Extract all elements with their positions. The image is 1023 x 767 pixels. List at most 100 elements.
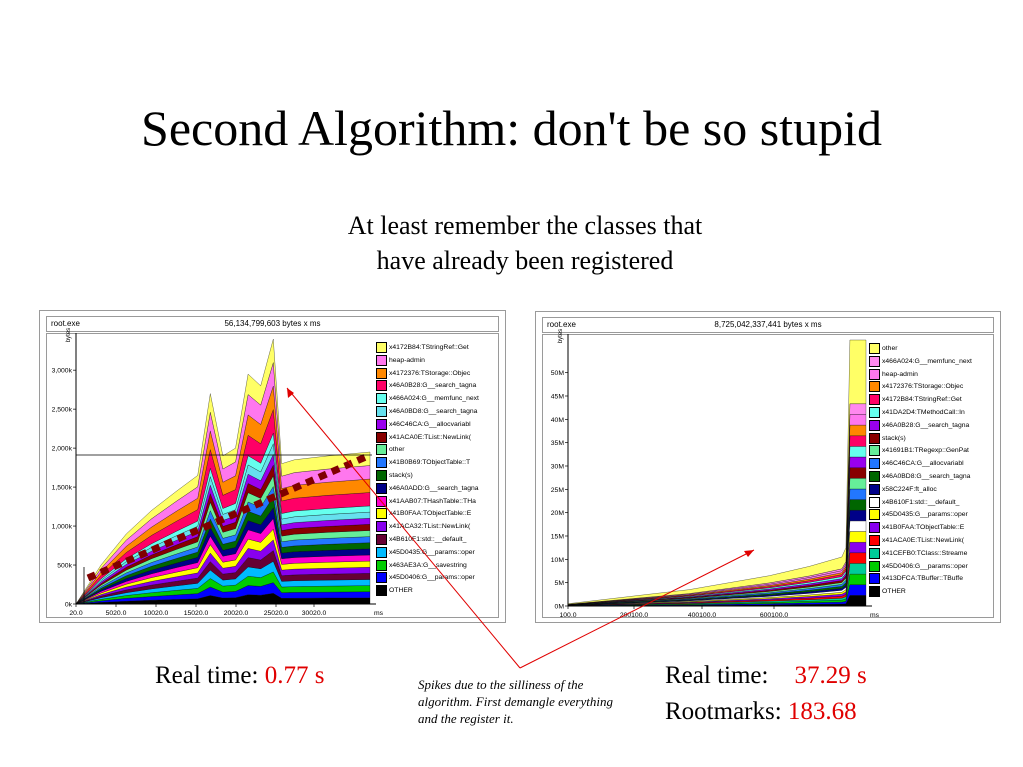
legend-swatch bbox=[376, 508, 387, 520]
legend-label: x46A0B28:G__search_tagna bbox=[882, 421, 970, 429]
legend-swatch bbox=[376, 470, 387, 481]
legend-label: x45D0435:G__params::oper bbox=[389, 548, 475, 556]
y-tick-label: 50M bbox=[551, 370, 565, 377]
legend-label: x58C224F:ft_alloc bbox=[882, 485, 937, 493]
legend-label: x46A0BD8:G__search_tagna bbox=[389, 408, 478, 415]
slide-subtitle: At least remember the classes that have … bbox=[280, 208, 770, 278]
legend-swatch bbox=[869, 560, 880, 572]
legend-swatch bbox=[869, 458, 880, 470]
legend-label: x41B0B69:TObjectTable::T bbox=[389, 459, 471, 467]
legend-swatch bbox=[869, 535, 880, 546]
legend-label: x41CEFB0:TClass::Streame bbox=[882, 549, 968, 557]
legend-swatch bbox=[869, 573, 880, 585]
x-tick-label: 25020.0 bbox=[264, 610, 289, 617]
subtitle-line-2: have already been registered bbox=[376, 246, 674, 275]
y-tick-label: 15M bbox=[551, 534, 565, 541]
left-real-time-label: Real time: bbox=[155, 662, 265, 689]
area-layer-1 bbox=[567, 403, 867, 605]
legend-swatch bbox=[376, 559, 387, 571]
right-real-time-value: 37.29 s bbox=[794, 662, 867, 689]
legend-label: x41ACA32:TList::NewLink( bbox=[389, 523, 471, 531]
area-layer-7 bbox=[567, 467, 867, 606]
legend-label: x4B610F1:std::__default_ bbox=[389, 536, 467, 543]
legend-swatch bbox=[869, 483, 880, 495]
y-unit-label: bytes bbox=[558, 329, 564, 343]
right-chart-legend: other x466A024:G__memfunc_next heap-admin x… bbox=[869, 343, 997, 603]
legend-swatch bbox=[376, 406, 387, 417]
legend-label: x45D0406:G__params::oper bbox=[389, 574, 475, 582]
subtitle-line-1: At least remember the classes that bbox=[347, 211, 703, 240]
legend-label: x4172B84:TStringRef::Get bbox=[882, 396, 962, 404]
legend-label: OTHER bbox=[389, 587, 413, 595]
y-tick-label: 35M bbox=[551, 440, 565, 447]
x-unit-label: ms bbox=[870, 612, 880, 619]
right-real-time-label: Real time: bbox=[665, 662, 769, 689]
legend-label: x4172376:TStorage::Objec bbox=[389, 369, 471, 377]
y-tick-label: 2,500k bbox=[52, 407, 73, 414]
y-tick-label: 3,000k bbox=[52, 368, 73, 375]
legend-label: x466A024:G__memfunc_next bbox=[882, 357, 972, 365]
y-unit-label: bytes bbox=[66, 328, 72, 342]
y-tick-label: 10M bbox=[551, 557, 565, 564]
legend-label: x46A0ADD:G__search_tagna bbox=[389, 484, 479, 492]
y-tick-label: 0k bbox=[65, 602, 73, 609]
right-bytes-total: 8,725,042,337,441 bytes x ms bbox=[714, 320, 822, 329]
right-process-name: root.exe bbox=[547, 320, 576, 329]
x-tick-label: 10020.0 bbox=[144, 610, 169, 617]
legend-swatch bbox=[376, 546, 387, 558]
area-layer-5 bbox=[567, 446, 867, 605]
legend-swatch bbox=[869, 368, 880, 380]
area-layer-6 bbox=[567, 456, 867, 605]
legend-label: x41B0FAA:TObjectTable::E bbox=[882, 524, 965, 532]
y-tick-label: 40M bbox=[551, 417, 565, 424]
x-tick-label: 200100.0 bbox=[620, 612, 649, 619]
legend-swatch bbox=[376, 457, 387, 469]
area-layer-4 bbox=[567, 435, 867, 605]
legend-swatch bbox=[376, 380, 387, 392]
y-tick-label: 1,000k bbox=[52, 524, 73, 531]
x-tick-label: 5020.0 bbox=[106, 610, 127, 617]
right-real-time: Real time: 37.29 s bbox=[665, 660, 867, 692]
legend-label: x466A024:G__memfunc_next bbox=[389, 395, 479, 403]
legend-label: x45D0435:G__params::oper bbox=[882, 511, 968, 519]
y-tick-label: 5M bbox=[555, 580, 565, 587]
legend-label: other bbox=[389, 446, 405, 454]
legend-swatch bbox=[869, 343, 880, 354]
legend-label: stack(s) bbox=[882, 434, 906, 442]
x-tick-label: 400100.0 bbox=[688, 612, 717, 619]
legend-swatch bbox=[376, 354, 387, 366]
legend-label: x41ACA0E:TList::NewLink( bbox=[882, 537, 964, 544]
legend-swatch bbox=[376, 482, 387, 494]
legend-swatch bbox=[376, 342, 387, 353]
legend-label: x4172B84:TStringRef::Get bbox=[389, 344, 469, 351]
legend-label: x41DA2D4:TMethodCall::In bbox=[882, 409, 965, 416]
legend-swatch bbox=[376, 572, 387, 584]
area-layer-2 bbox=[567, 414, 867, 605]
left-bytes-total: 56,134,799,603 bytes x ms bbox=[224, 319, 321, 328]
legend-label: x4172376:TStorage::Objec bbox=[882, 383, 964, 391]
legend-label: x463AE3A:G__savestring bbox=[389, 561, 467, 569]
spikes-annotation-note: Spikes due to the silliness of the algor… bbox=[418, 677, 613, 726]
legend-swatch bbox=[376, 418, 387, 430]
legend-swatch bbox=[869, 586, 880, 598]
legend-swatch bbox=[869, 522, 880, 534]
legend-label: x46C46CA:G__allocvariabl bbox=[389, 420, 471, 428]
legend-label: x41ACA0E:TList::NewLink( bbox=[389, 433, 471, 441]
area-layer-3 bbox=[567, 424, 867, 605]
y-tick-label: 30M bbox=[551, 464, 565, 471]
right-rootmarks-label: Rootmarks: bbox=[665, 698, 788, 725]
legend-swatch bbox=[376, 444, 387, 456]
x-tick-label: 100.0 bbox=[559, 612, 576, 619]
legend-swatch bbox=[376, 585, 387, 597]
y-tick-label: 1,500k bbox=[52, 485, 73, 492]
x-tick-label: 30020.0 bbox=[302, 610, 327, 617]
legend-label: x46C46CA:G__allocvariabl bbox=[882, 460, 964, 468]
legend-swatch bbox=[869, 419, 880, 431]
legend-label: heap-admin bbox=[389, 356, 425, 364]
legend-swatch bbox=[376, 534, 387, 545]
legend-swatch bbox=[869, 445, 880, 457]
legend-swatch bbox=[376, 431, 387, 443]
legend-label: heap-admin bbox=[882, 370, 918, 378]
slide-title: Second Algorithm: don't be so stupid bbox=[141, 100, 882, 156]
